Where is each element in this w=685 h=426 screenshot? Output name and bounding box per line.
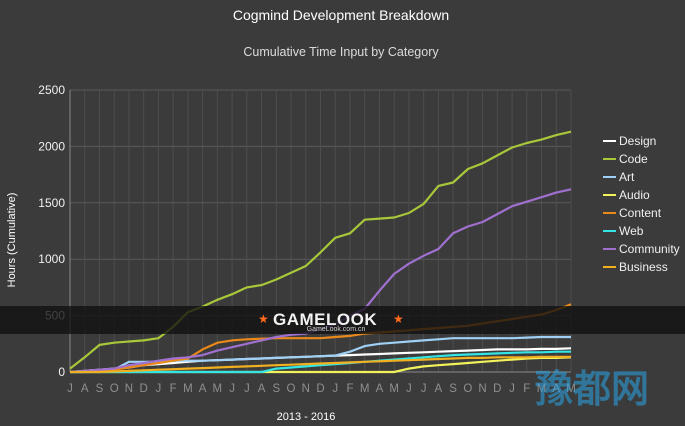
x-tick-label: A (435, 383, 443, 395)
legend-label: Community (619, 242, 680, 256)
x-tick-label: N (478, 383, 486, 395)
series-line-business (70, 355, 571, 374)
series-line-code (69, 130, 572, 370)
x-tick-label: M (183, 383, 193, 395)
x-tick-label: J (156, 383, 162, 395)
x-tick-label: N (302, 383, 310, 395)
watermark-star-icon: ★ (258, 312, 269, 326)
legend: Design Code Art Audio Content Web Community Bus… (603, 134, 680, 274)
chart-title: Cogmind Development Breakdown (233, 7, 449, 23)
series-line-web (70, 350, 571, 374)
x-tick-label: A (258, 383, 266, 395)
x-tick-label: D (316, 383, 324, 395)
legend-label: Business (619, 260, 668, 274)
x-tick-label: D (140, 383, 148, 395)
x-tick-label: M (389, 383, 399, 395)
chart-subtitle: Cumulative Time Input by Category (243, 45, 439, 59)
y-tick-label: 2000 (38, 139, 65, 153)
watermark-brand: GAMELOOK (273, 310, 377, 329)
x-tick-label: A (81, 383, 89, 395)
legend-label: Audio (619, 188, 650, 202)
x-tick-label: M (213, 383, 223, 395)
legend-label: Content (619, 206, 662, 220)
y-tick-label: 1000 (38, 252, 65, 266)
y-axis-label: Hours (Cumulative) (6, 193, 18, 288)
y-tick-label: 0 (58, 365, 65, 379)
watermark-band (0, 306, 685, 334)
legend-label: Web (619, 224, 644, 238)
x-tick-label: S (272, 383, 280, 395)
x-tick-label: J (421, 383, 427, 395)
y-tick-label: 2500 (38, 83, 65, 97)
x-tick-label: J (67, 383, 73, 395)
watermark: ★ GAMELOOK ★ GameLook.com.cn 豫都网 (0, 306, 685, 411)
x-tick-label: O (110, 383, 119, 395)
x-tick-label: J (509, 383, 515, 395)
x-tick-label: A (552, 383, 560, 395)
y-tick-label: 1500 (38, 196, 65, 210)
watermark-corner-logo: 豫都网 (535, 369, 649, 411)
x-axis-label: 2013 - 2016 (277, 411, 336, 423)
x-tick-label: J (406, 383, 412, 395)
x-tick-label: J (332, 383, 338, 395)
x-tick-label: M (566, 383, 576, 395)
x-tick-label: F (346, 383, 353, 395)
watermark-site: GameLook.com.cn (307, 326, 366, 333)
x-tick-label: O (287, 383, 296, 395)
x-tick-label: A (376, 383, 384, 395)
x-tick-label: S (96, 383, 104, 395)
x-tick-label: O (463, 383, 472, 395)
x-tick-label: J (229, 383, 235, 395)
x-tick-label: N (125, 383, 133, 395)
watermark-star-icon: ★ (393, 312, 404, 326)
x-tick-label: M (360, 383, 370, 395)
legend-label: Art (619, 170, 635, 184)
x-tick-label: J (244, 383, 250, 395)
x-tick-label: F (170, 383, 177, 395)
x-tick-label: M (537, 383, 547, 395)
y-tick-labels: 05001000150020002500 (38, 83, 65, 379)
x-tick-label: A (199, 383, 207, 395)
legend-label: Design (619, 134, 656, 148)
x-tick-label: D (493, 383, 501, 395)
x-tick-label: S (449, 383, 457, 395)
x-tick-label: F (523, 383, 530, 395)
legend-label: Code (619, 152, 648, 166)
